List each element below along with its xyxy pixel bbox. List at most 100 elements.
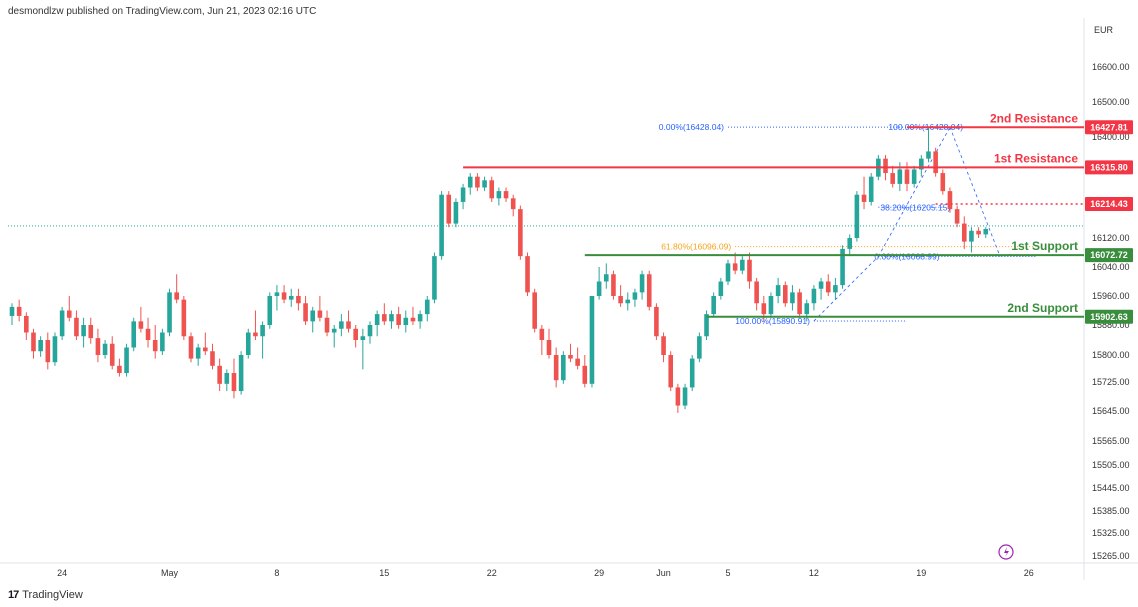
candle-body — [203, 347, 208, 352]
candle-body — [582, 365, 588, 384]
candle-body — [382, 314, 387, 322]
lightning-icon-bolt — [1004, 547, 1009, 557]
candle-body — [704, 314, 709, 337]
candle-body — [317, 310, 323, 318]
candle-body — [66, 310, 72, 318]
fibonacci-retracement[interactable]: 0.00%(16428.04) 100.00%(16428.04)38.20%(1… — [659, 122, 1036, 326]
currency-label: EUR — [1094, 25, 1114, 35]
candle-body — [102, 343, 108, 355]
candle-body — [367, 325, 373, 337]
price-tags: 16427.81 16315.80 16072.72 15902.63 16214.43 — [1085, 120, 1133, 324]
candle-body — [754, 281, 759, 304]
candle-body — [152, 340, 158, 352]
publisher-header: desmondlzw published on TradingView.com,… — [8, 6, 317, 17]
candle-body — [790, 292, 795, 304]
price-tag-value: 16315.80 — [1090, 162, 1128, 172]
candle-body — [761, 303, 767, 315]
candle-body — [195, 347, 201, 359]
time-tick-label: 26 — [1024, 568, 1034, 578]
candle-body — [475, 176, 480, 188]
time-tick-label: Jun — [656, 568, 671, 578]
price-tick-label: 16040.00 — [1092, 262, 1130, 272]
candle-body — [718, 281, 724, 296]
candle-body — [947, 191, 953, 210]
candle-body — [926, 151, 931, 159]
candle-body — [374, 314, 380, 325]
price-tick-label: 15445.00 — [1092, 483, 1130, 493]
candle-body — [553, 355, 559, 381]
candle-body — [532, 292, 537, 329]
candle-body — [288, 296, 294, 300]
candle-body — [52, 336, 58, 363]
candle-body — [424, 299, 430, 315]
candle-body — [596, 281, 602, 296]
candle-body — [725, 263, 731, 282]
candle-body — [625, 299, 631, 304]
candle-body — [904, 169, 910, 184]
time-tick-label: 24 — [57, 568, 67, 578]
fib-trend-line — [878, 126, 951, 257]
candle-body — [38, 340, 43, 352]
candle-body — [81, 325, 86, 337]
support-resistance-levels[interactable]: 2nd Resistance 1st Resistance 1st Support 2… — [463, 111, 1084, 318]
candlestick-series — [9, 126, 989, 413]
candle-body — [940, 173, 946, 192]
candle-body — [697, 336, 702, 359]
time-tick-label: 29 — [594, 568, 604, 578]
price-tick-label: 15385.00 — [1092, 506, 1130, 516]
candle-body — [854, 194, 860, 238]
lightning-icon[interactable] — [998, 544, 1014, 560]
candle-body — [109, 343, 115, 366]
tradingview-logo-icon: 17 — [8, 589, 19, 601]
time-tick-label: 8 — [274, 568, 279, 578]
candle-body — [267, 296, 273, 325]
price-tick-label: 16400.00 — [1092, 132, 1130, 142]
candle-body — [811, 288, 817, 304]
candle-body — [539, 328, 545, 340]
fib-trend-line — [949, 127, 1001, 257]
candle-body — [646, 274, 652, 307]
candle-body — [296, 296, 301, 304]
time-tick-label: 5 — [725, 568, 730, 578]
price-tag-value: 15902.63 — [1090, 312, 1128, 322]
candle-body — [825, 281, 831, 293]
candle-body — [510, 198, 516, 210]
time-tick-label: May — [161, 568, 179, 578]
candle-body — [833, 285, 838, 293]
candle-body — [518, 209, 523, 257]
price-axis[interactable]: 16600.00 16500.00 16400.00 16120.00 16040.00… — [1092, 62, 1130, 561]
candle-body — [138, 321, 144, 329]
candle-body — [453, 201, 459, 224]
price-tick-label: 15265.00 — [1092, 551, 1130, 561]
candle-body — [711, 296, 716, 315]
candle-body — [303, 303, 308, 322]
candle-body — [467, 176, 473, 188]
candle-body — [181, 299, 187, 337]
price-tick-label: 15725.00 — [1092, 377, 1130, 387]
candle-body — [274, 292, 280, 296]
candle-body — [389, 314, 394, 322]
candle-body — [611, 274, 616, 296]
candle-body — [217, 365, 222, 384]
candle-body — [45, 340, 51, 363]
candle-body — [446, 194, 452, 224]
candle-body — [818, 281, 824, 289]
candle-body — [396, 314, 401, 325]
candle-body — [661, 336, 666, 355]
price-tag-support — [1085, 248, 1133, 263]
price-tick-label: 15505.00 — [1092, 460, 1130, 470]
price-tick-label: 15800.00 — [1092, 350, 1130, 360]
candle-body — [868, 176, 874, 202]
candle-body — [24, 315, 29, 333]
candle-body — [95, 338, 101, 355]
candle-body — [16, 306, 22, 316]
candle-body — [117, 365, 122, 373]
tradingview-logo[interactable]: 17 TradingView — [8, 589, 83, 601]
candle-body — [983, 228, 989, 235]
time-axis[interactable]: 24 May 8 15 22 29 Jun 5 12 19 26 — [57, 568, 1034, 578]
candle-body — [639, 274, 645, 293]
time-tick-label: 15 — [379, 568, 389, 578]
price-tag-support — [1085, 309, 1133, 324]
candle-body — [969, 230, 974, 242]
